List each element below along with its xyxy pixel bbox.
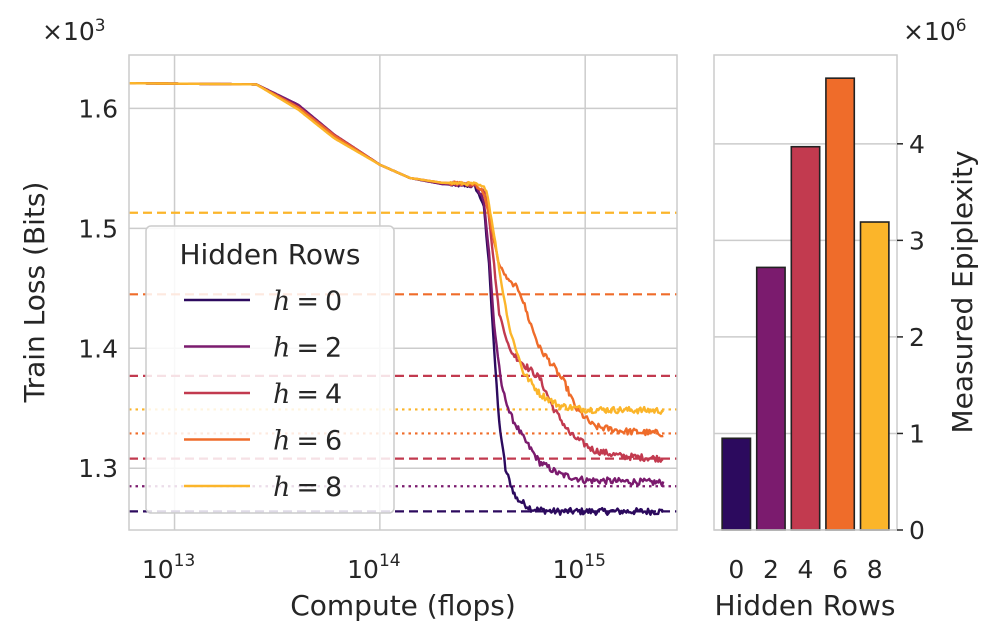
- loss-curve-h8: [129, 82, 665, 415]
- bar-y-tick-label: 3: [909, 226, 925, 255]
- bar-y-tick-label: 4: [909, 130, 925, 159]
- y-tick-label: 1.6: [78, 94, 118, 123]
- x-axis-label: Compute (flops): [290, 589, 516, 622]
- legend-box: [145, 225, 395, 514]
- x-tick-label: 1013: [142, 551, 195, 584]
- legend-entry-label: h = 6: [273, 426, 342, 457]
- loss-curves: [129, 82, 665, 516]
- bars: [721, 77, 890, 531]
- x-tick-labels: 1013 1014 1015: [142, 551, 606, 584]
- y-axis-label: Train Loss (Bits): [18, 182, 51, 404]
- bar-x-axis-label: Hidden Rows: [714, 589, 895, 622]
- legend-entry-label: h = 8: [273, 472, 342, 503]
- bar-plot-border: [713, 54, 898, 531]
- bar-x-tick-label: 8: [867, 555, 883, 584]
- bar-h6: [825, 77, 856, 531]
- loss-curve-panel: 1013 1014 1015 1.3 1.4 1.5 1.6 ×103 Compute (…: [18, 16, 678, 622]
- y-tick-labels: 1.3 1.4 1.5 1.6: [78, 94, 118, 483]
- y-multiplier: ×103: [42, 16, 106, 46]
- legend-title: Hidden Rows: [179, 238, 360, 271]
- legend: Hidden Rows h = 0 h = 2 h = 4 h = 6 h = 8: [145, 225, 395, 514]
- bar-x-tick-label: 4: [798, 555, 814, 584]
- x-tick-label: 1014: [347, 551, 400, 584]
- y-tick-label: 1.5: [78, 214, 118, 243]
- bar-h8: [859, 221, 890, 531]
- bar-y-tick-labels: 0 1 2 3 4: [897, 130, 925, 545]
- bar-h4: [790, 145, 821, 531]
- bar-x-tick-label: 2: [763, 555, 779, 584]
- loss-plot-border: [128, 54, 678, 531]
- bar-y-tick-label: 2: [909, 323, 925, 352]
- bar-y-axis-label: Measured Epiplexity: [946, 150, 979, 433]
- legend-entry-label: h = 2: [273, 333, 342, 364]
- legend-entry-label: h = 4: [273, 379, 342, 410]
- bar-y-multiplier: ×106: [903, 16, 967, 46]
- x-tick-label: 1015: [552, 551, 605, 584]
- y-tick-label: 1.4: [78, 334, 118, 363]
- bar-y-tick-label: 1: [909, 419, 925, 448]
- bar-x-tick-label: 6: [832, 555, 848, 584]
- bar-x-tick-label: 0: [728, 555, 744, 584]
- y-tick-label: 1.3: [78, 454, 118, 483]
- bar-h2: [755, 266, 786, 531]
- legend-entry-label: h = 0: [273, 286, 342, 317]
- bar-y-tick-label: 0: [909, 516, 925, 545]
- bar-h0: [721, 437, 752, 531]
